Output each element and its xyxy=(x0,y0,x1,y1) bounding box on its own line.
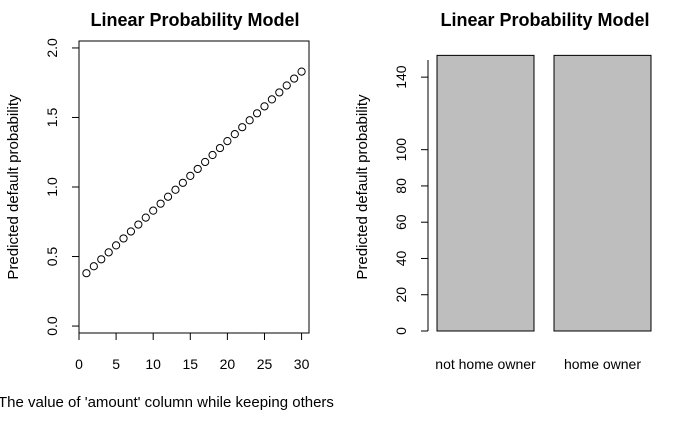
left-y-tick-label: 1.5 xyxy=(44,108,60,128)
bar xyxy=(553,54,652,332)
scatter-point xyxy=(134,220,143,229)
right-y-tick-label: 0 xyxy=(393,327,409,335)
right-y-tick-label: 20 xyxy=(393,287,409,303)
scatter-point xyxy=(215,143,225,153)
left-y-axis-label: Predicted default probability xyxy=(5,94,22,280)
left-x-ticks: 0 5 10 15 20 25 30 xyxy=(75,333,310,372)
scatter-point xyxy=(208,150,217,160)
scatter-point xyxy=(260,102,269,111)
left-y-tick-label: 2.0 xyxy=(44,38,60,58)
left-x-tick-label: 0 xyxy=(75,356,83,372)
bar xyxy=(436,54,535,332)
left-y-tick-label: 0.0 xyxy=(44,316,60,336)
scatter-point xyxy=(178,178,187,187)
scatter-point xyxy=(238,123,247,132)
scatter-point xyxy=(245,116,254,125)
category-label: not home owner xyxy=(435,356,536,372)
left-plot-frame xyxy=(78,40,310,334)
left-x-tick-label: 30 xyxy=(294,356,310,372)
right-y-tick-label: 80 xyxy=(393,178,409,194)
scatter-point xyxy=(163,192,173,201)
scatter-point xyxy=(149,206,158,215)
category-label: home owner xyxy=(564,356,641,372)
scatter-point xyxy=(267,95,277,104)
right-y-ticks: 0 20 40 60 80 100 140 xyxy=(393,65,428,335)
scatter-point xyxy=(201,157,210,167)
left-chart: Linear Probability Model Predicted defau… xyxy=(0,10,334,411)
left-y-ticks: 0.0 0.5 1.0 1.5 2.0 xyxy=(44,38,79,336)
scatter-point xyxy=(141,213,150,222)
right-y-tick-label: 60 xyxy=(393,214,409,230)
scatter-point xyxy=(223,137,232,146)
right-bars xyxy=(436,54,652,332)
right-chart-title: Linear Probability Model xyxy=(440,10,649,30)
right-y-tick-label: 100 xyxy=(393,138,409,162)
right-chart: Linear Probability Model Predicted defau… xyxy=(354,10,652,372)
scatter-point xyxy=(186,171,195,180)
scatter-point xyxy=(119,234,128,243)
scatter-point xyxy=(111,241,121,250)
left-x-axis-label: The value of 'amount' column while keepi… xyxy=(0,394,334,411)
left-x-tick-label: 25 xyxy=(257,356,273,372)
scatter-point xyxy=(193,164,202,174)
scatter-point xyxy=(282,81,291,90)
left-x-tick-label: 10 xyxy=(145,356,161,372)
left-chart-title: Linear Probability Model xyxy=(90,10,299,30)
scatter-point xyxy=(156,199,165,208)
scatter-point xyxy=(297,67,306,76)
left-points xyxy=(82,67,306,278)
left-x-tick-label: 15 xyxy=(183,356,199,372)
left-x-tick-label: 20 xyxy=(220,356,236,372)
scatter-point xyxy=(230,130,239,139)
scatter-point xyxy=(290,74,299,83)
scatter-point xyxy=(89,262,98,271)
left-y-tick-label: 1.0 xyxy=(44,177,60,197)
scatter-point xyxy=(126,227,136,236)
right-y-axis-label: Predicted default probability xyxy=(354,94,371,280)
right-y-tick-label: 40 xyxy=(393,250,409,266)
scatter-point xyxy=(97,255,106,264)
scatter-point xyxy=(82,269,91,278)
scatter-point xyxy=(275,88,284,97)
scatter-point xyxy=(171,185,180,194)
left-x-tick-label: 5 xyxy=(112,356,120,372)
right-y-tick-label: 140 xyxy=(393,65,409,89)
scatter-point xyxy=(104,248,113,257)
right-category-labels: not home owner home owner xyxy=(435,356,641,372)
scatter-point xyxy=(252,109,262,118)
left-y-tick-label: 0.5 xyxy=(44,247,60,267)
